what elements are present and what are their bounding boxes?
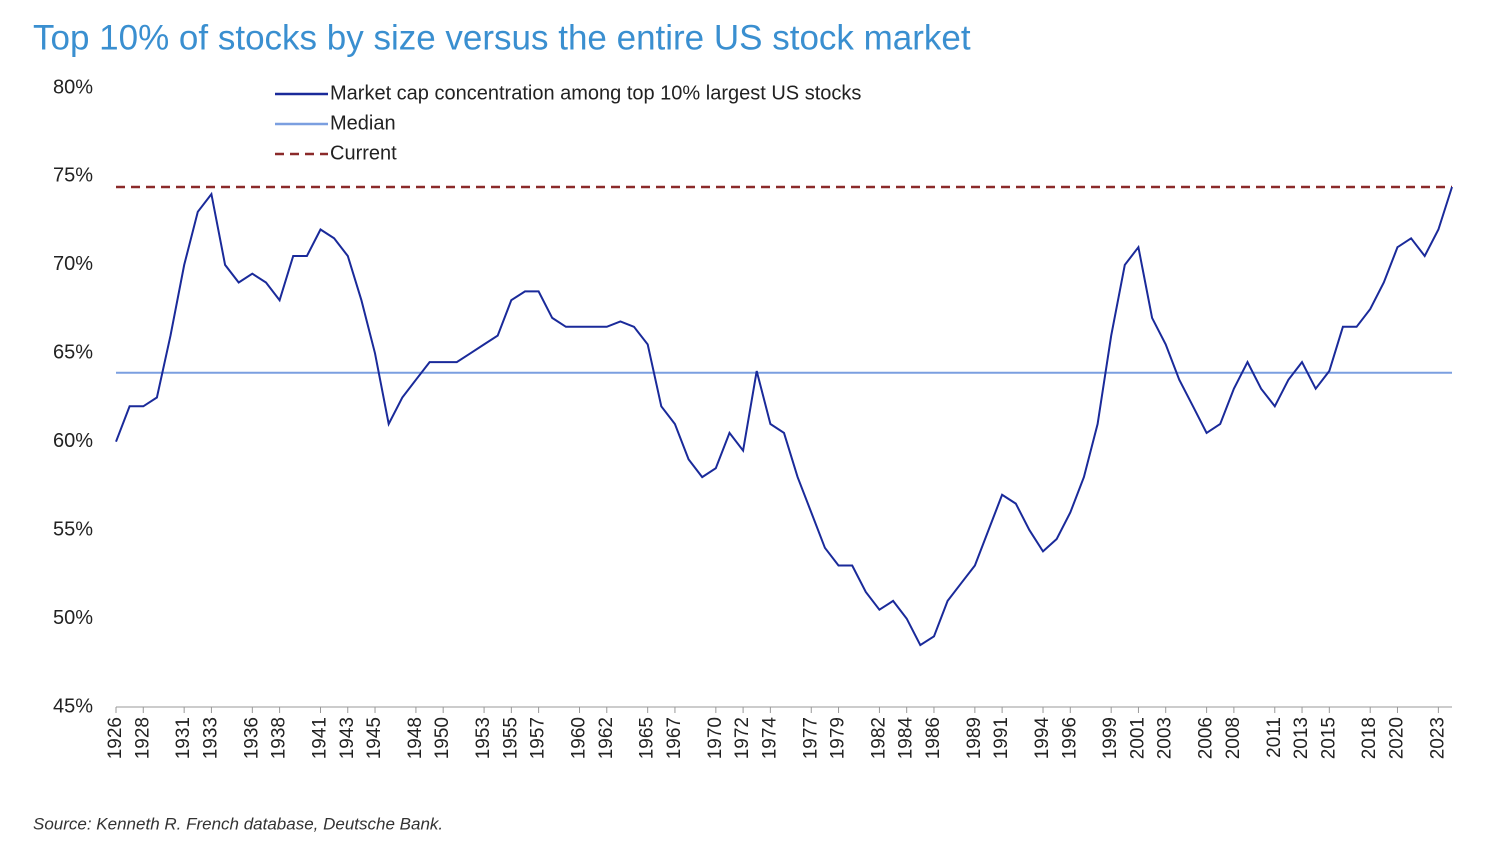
x-tick-label: 1957 <box>528 717 549 759</box>
x-tick-label: 2013 <box>1291 717 1312 759</box>
source-note: Source: Kenneth R. French database, Deut… <box>33 814 443 833</box>
x-tick-label: 1967 <box>664 717 685 759</box>
x-tick-label: 1926 <box>105 717 126 759</box>
x-tick-label: 1984 <box>896 717 917 760</box>
x-tick-label: 1933 <box>200 717 221 759</box>
data-line <box>115 186 1453 647</box>
y-tick-label: 70% <box>53 253 93 275</box>
x-tick-label: 1986 <box>923 717 944 759</box>
legend-label: Market cap concentration among top 10% l… <box>330 82 861 104</box>
x-tick-label: 1989 <box>964 717 985 759</box>
y-tick-label: 75% <box>53 165 93 187</box>
x-tick-label: 1972 <box>732 717 753 759</box>
x-tick-label: 1950 <box>432 717 453 759</box>
x-tick-label: 2020 <box>1386 717 1407 759</box>
x-tick-label: 1936 <box>241 717 262 759</box>
legend-label: Median <box>330 112 396 134</box>
y-tick-label: 45% <box>53 695 93 717</box>
x-tick-label: 1960 <box>569 717 590 759</box>
y-tick-label: 80% <box>53 76 93 98</box>
x-tick-label: 2008 <box>1223 717 1244 759</box>
x-tick-label: 1941 <box>310 717 331 759</box>
chart-title: Top 10% of stocks by size versus the ent… <box>33 18 971 57</box>
x-tick-label: 1991 <box>991 717 1012 759</box>
x-tick-label: 1970 <box>705 717 726 759</box>
x-tick-label: 2006 <box>1196 717 1217 759</box>
x-tick-label: 1928 <box>132 717 153 759</box>
x-tick-label: 2003 <box>1155 717 1176 759</box>
x-tick-label: 1953 <box>473 717 494 759</box>
x-tick-label: 2023 <box>1427 717 1448 759</box>
y-tick-label: 55% <box>53 518 93 540</box>
x-tick-label: 2018 <box>1359 717 1380 759</box>
x-tick-label: 1931 <box>173 717 194 759</box>
y-tick-label: 65% <box>53 342 93 364</box>
x-tick-label: 1948 <box>405 717 426 759</box>
x-tick-label: 1965 <box>637 717 658 759</box>
y-tick-label: 50% <box>53 607 93 629</box>
x-tick-label: 2011 <box>1264 717 1285 758</box>
x-tick-label: 1955 <box>500 717 521 759</box>
x-tick-label: 1974 <box>759 717 780 760</box>
x-tick-label: 1979 <box>828 717 849 759</box>
x-tick-label: 1999 <box>1100 717 1121 759</box>
x-tick-label: 1994 <box>1032 717 1053 760</box>
x-tick-label: 2001 <box>1127 717 1148 759</box>
x-tick-label: 1982 <box>868 717 889 759</box>
x-tick-label: 1962 <box>596 717 617 759</box>
y-tick-label: 60% <box>53 430 93 452</box>
x-tick-label: 2015 <box>1318 717 1339 759</box>
legend-label: Current <box>330 142 397 164</box>
x-tick-label: 1943 <box>337 717 358 759</box>
x-tick-label: 1938 <box>269 717 290 759</box>
x-tick-label: 1945 <box>364 717 385 759</box>
x-tick-label: 1996 <box>1059 717 1080 759</box>
x-tick-label: 1977 <box>800 717 821 759</box>
